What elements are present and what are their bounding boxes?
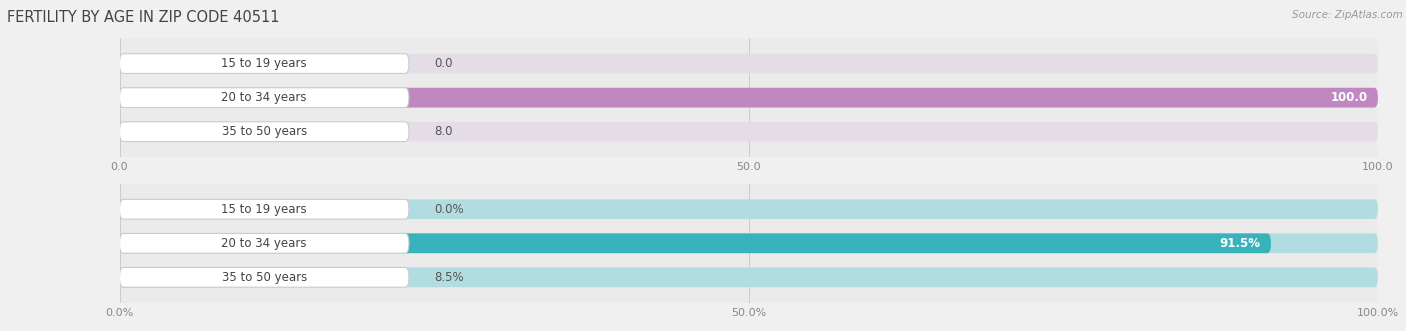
FancyBboxPatch shape (120, 54, 1378, 73)
FancyBboxPatch shape (120, 267, 409, 287)
Text: 35 to 50 years: 35 to 50 years (222, 125, 307, 138)
Text: 15 to 19 years: 15 to 19 years (221, 203, 307, 216)
Text: 15 to 19 years: 15 to 19 years (221, 57, 307, 70)
FancyBboxPatch shape (120, 233, 1271, 253)
FancyBboxPatch shape (120, 54, 409, 73)
Text: 35 to 50 years: 35 to 50 years (222, 271, 307, 284)
FancyBboxPatch shape (120, 199, 409, 219)
FancyBboxPatch shape (120, 267, 1378, 287)
Text: Source: ZipAtlas.com: Source: ZipAtlas.com (1292, 10, 1403, 20)
Text: 0.0: 0.0 (434, 57, 453, 70)
Text: 91.5%: 91.5% (1220, 237, 1261, 250)
FancyBboxPatch shape (120, 122, 221, 142)
FancyBboxPatch shape (120, 122, 409, 142)
FancyBboxPatch shape (120, 88, 409, 108)
FancyBboxPatch shape (120, 122, 1378, 142)
FancyBboxPatch shape (120, 267, 226, 287)
FancyBboxPatch shape (120, 233, 1378, 253)
FancyBboxPatch shape (120, 88, 1378, 108)
Text: 0.0%: 0.0% (434, 203, 464, 216)
FancyBboxPatch shape (120, 88, 1378, 108)
FancyBboxPatch shape (120, 233, 409, 253)
FancyBboxPatch shape (120, 199, 1378, 219)
Text: FERTILITY BY AGE IN ZIP CODE 40511: FERTILITY BY AGE IN ZIP CODE 40511 (7, 10, 280, 25)
Text: 20 to 34 years: 20 to 34 years (222, 237, 307, 250)
Text: 8.5%: 8.5% (434, 271, 464, 284)
Text: 8.0: 8.0 (434, 125, 453, 138)
Text: 20 to 34 years: 20 to 34 years (222, 91, 307, 104)
Text: 100.0: 100.0 (1330, 91, 1368, 104)
